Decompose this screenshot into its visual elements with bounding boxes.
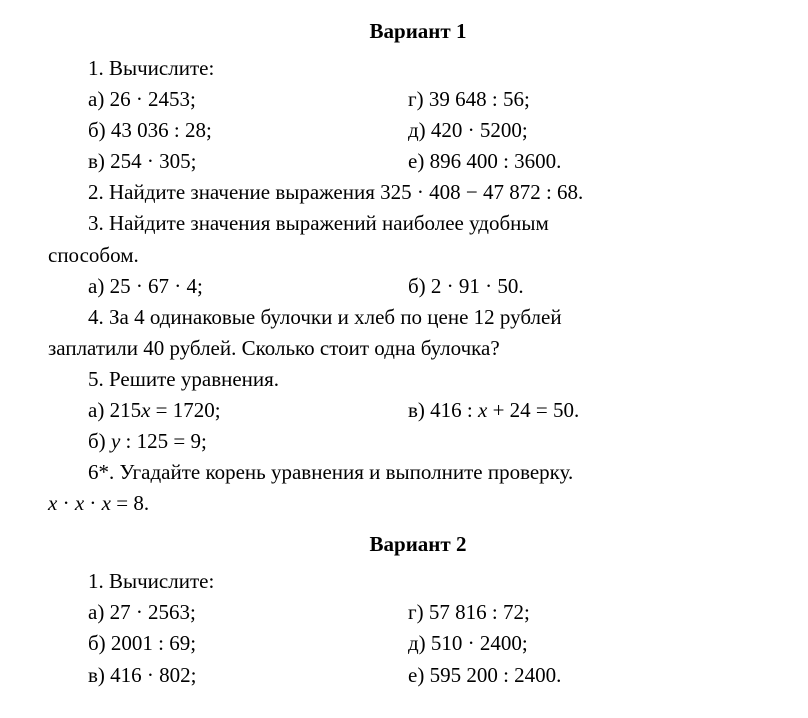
q1-v: в) 254 · 305; xyxy=(48,146,408,177)
q3-a: а) 25 · 67 · 4; xyxy=(48,271,408,302)
q3-b: б) 2 · 91 · 50. xyxy=(408,271,788,302)
q5-v-post: + 24 = 50. xyxy=(487,398,579,422)
q5-b-pre: б) xyxy=(88,429,111,453)
q3-line1: 3. Найдите значения выражений наиболее у… xyxy=(48,208,788,239)
q6-dot2: · xyxy=(84,491,102,515)
q1-row2: б) 43 036 : 28; д) 420 · 5200; xyxy=(48,115,788,146)
q6-x2: x xyxy=(75,491,84,515)
v2-q1-row2: б) 2001 : 69; д) 510 · 2400; xyxy=(48,628,788,659)
q5-v-pre: в) 416 : xyxy=(408,398,478,422)
q3-row: а) 25 · 67 · 4; б) 2 · 91 · 50. xyxy=(48,271,788,302)
q6-x1: x xyxy=(48,491,57,515)
q4-line2: заплатили 40 рублей. Сколько стоит одна … xyxy=(48,333,788,364)
q5-b: б) y : 125 = 9; xyxy=(48,426,788,457)
q1-row1: а) 26 · 2453; г) 39 648 : 56; xyxy=(48,84,788,115)
v2-q1-row3: в) 416 · 802; е) 595 200 : 2400. xyxy=(48,660,788,691)
v2-q1-v: в) 416 · 802; xyxy=(48,660,408,691)
q6-dot1: · xyxy=(57,491,75,515)
q3-line2: способом. xyxy=(48,240,788,271)
q4-line1: 4. За 4 одинаковые булочки и хлеб по цен… xyxy=(48,302,788,333)
q1-a: а) 26 · 2453; xyxy=(48,84,408,115)
v2-q1-prompt: 1. Вычислите: xyxy=(48,566,788,597)
q1-e: е) 896 400 : 3600. xyxy=(408,146,788,177)
q5-b-post: : 125 = 9; xyxy=(120,429,207,453)
variant1-title: Вариант 1 xyxy=(48,16,788,47)
q5-a-post: = 1720; xyxy=(150,398,220,422)
q1-d: д) 420 · 5200; xyxy=(408,115,788,146)
v2-q1-b: б) 2001 : 69; xyxy=(48,628,408,659)
q5-b-var: y xyxy=(111,429,120,453)
q6-eq: = 8. xyxy=(111,491,149,515)
q5-a-var: x xyxy=(141,398,150,422)
variant2-title: Вариант 2 xyxy=(48,529,788,560)
q5-v-var: x xyxy=(478,398,487,422)
q6-prompt: 6*. Угадайте корень уравнения и выполнит… xyxy=(48,457,788,488)
q5-a: а) 215x = 1720; xyxy=(48,395,408,426)
q5-v: в) 416 : x + 24 = 50. xyxy=(408,395,788,426)
q5-prompt: 5. Решите уравнения. xyxy=(48,364,788,395)
v2-q1-row1: а) 27 · 2563; г) 57 816 : 72; xyxy=(48,597,788,628)
q6-expr: x · x · x = 8. xyxy=(48,488,788,519)
v2-q1-a: а) 27 · 2563; xyxy=(48,597,408,628)
q2-text: 2. Найдите значение выражения 325 · 408 … xyxy=(48,177,788,208)
q1-g: г) 39 648 : 56; xyxy=(408,84,788,115)
v2-q1-d: д) 510 · 2400; xyxy=(408,628,788,659)
q5-row1: а) 215x = 1720; в) 416 : x + 24 = 50. xyxy=(48,395,788,426)
q1-row3: в) 254 · 305; е) 896 400 : 3600. xyxy=(48,146,788,177)
v2-q1-g: г) 57 816 : 72; xyxy=(408,597,788,628)
q1-prompt: 1. Вычислите: xyxy=(48,53,788,84)
q1-b: б) 43 036 : 28; xyxy=(48,115,408,146)
q5-a-pre: а) 215 xyxy=(88,398,141,422)
q6-x3: x xyxy=(102,491,111,515)
v2-q1-e: е) 595 200 : 2400. xyxy=(408,660,788,691)
